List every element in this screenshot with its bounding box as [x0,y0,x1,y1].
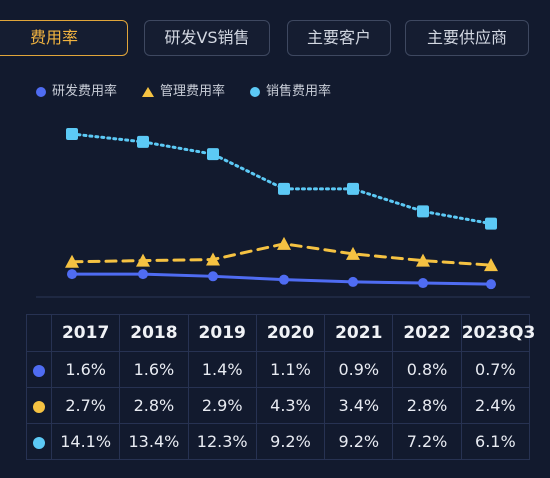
data-point-rd-2020 [279,274,289,285]
table-cell: 1.6% [119,351,189,388]
data-point-rd-2019 [208,271,218,282]
table-cell: 1.4% [187,351,257,388]
data-table: 2017 2018 2019 2020 2021 2022 2023Q3 1.6… [26,314,535,460]
table-cell: 2.4% [460,387,531,424]
legend-item-sales: 销售费用率 [250,80,331,104]
table-cell: 9.2% [324,423,394,460]
table-cell: 12.3% [187,423,257,460]
table-cell: 0.8% [392,351,462,388]
data-point-admin-2017 [65,254,79,268]
table-cell: 2.8% [392,387,462,424]
table-cell: 0.7% [460,351,531,388]
admin-dot-icon [33,400,45,413]
data-point-rd-2023Q3 [486,279,496,290]
table-header-year: 2017 [50,314,121,352]
table-cell: 14.1% [50,423,121,460]
table-cell: 3.4% [324,387,394,424]
tab-major-customers[interactable]: 主要客户 [287,20,391,56]
table-cell: 0.9% [324,351,394,388]
tab-expense-rate[interactable]: 费用率 [0,20,128,56]
table-row: 1.6% 1.6% 1.4% 1.1% 0.9% 0.8% 0.7% [26,351,531,388]
table-header-year: 2021 [324,314,394,352]
rd-dot-icon [33,364,45,377]
data-point-rd-2021 [348,276,358,287]
line-chart [36,128,530,298]
legend-item-rd: 研发费用率 [36,80,117,104]
sales-dot-icon [33,436,45,449]
data-point-rd-2022 [418,278,428,289]
table-row: 14.1% 13.4% 12.3% 9.2% 9.2% 7.2% 6.1% [26,423,531,460]
legend-label-sales: 销售费用率 [266,84,332,99]
legend-label-rd: 研发费用率 [52,84,118,99]
table-cell: 2.8% [119,387,189,424]
tab-bar: 费用率 研发VS销售 主要客户 主要供应商 [0,20,550,60]
data-point-sales-2019 [207,148,219,161]
legend-triangle-icon [142,86,154,97]
legend-item-admin: 管理费用率 [142,80,225,104]
table-row: 2.7% 2.8% 2.9% 4.3% 3.4% 2.8% 2.4% [26,387,531,424]
data-point-admin-2018 [136,253,150,267]
data-point-sales-2023Q3 [485,217,497,230]
table-cell: 13.4% [119,423,189,460]
data-point-sales-2020 [278,182,290,195]
table-corner-cell [26,314,52,352]
data-point-sales-2022 [417,205,429,218]
table-cell: 4.3% [255,387,326,424]
table-header-row: 2017 2018 2019 2020 2021 2022 2023Q3 [26,314,535,352]
data-point-admin-2021 [346,246,360,260]
legend-circle-icon [250,86,260,97]
row-marker [26,423,52,460]
data-point-rd-2017 [67,269,77,280]
table-cell: 7.2% [392,423,462,460]
data-point-admin-2020 [277,236,291,250]
data-point-admin-2022 [416,253,430,267]
table-cell: 1.6% [50,351,121,388]
table-cell: 1.1% [255,351,326,388]
table-cell: 9.2% [255,423,326,460]
table-cell: 6.1% [460,423,531,460]
data-point-sales-2018 [137,135,149,148]
table-header-year: 2018 [119,314,189,352]
data-point-sales-2017 [66,128,78,140]
table-cell: 2.9% [187,387,257,424]
table-header-year: 2022 [392,314,462,352]
table-header-year: 2023Q3 [460,314,535,352]
tab-rd-vs-sales[interactable]: 研发VS销售 [144,20,270,56]
table-cell: 2.7% [50,387,121,424]
table-header-year: 2020 [255,314,326,352]
row-marker [26,351,52,388]
data-point-rd-2018 [138,269,148,280]
tab-major-suppliers[interactable]: 主要供应商 [405,20,529,56]
legend-circle-icon [36,86,46,97]
data-point-admin-2023Q3 [484,258,498,272]
data-point-sales-2021 [347,182,359,195]
data-point-admin-2019 [206,252,220,266]
row-marker [26,387,52,424]
legend-label-admin: 管理费用率 [160,84,226,99]
table-header-year: 2019 [187,314,257,352]
